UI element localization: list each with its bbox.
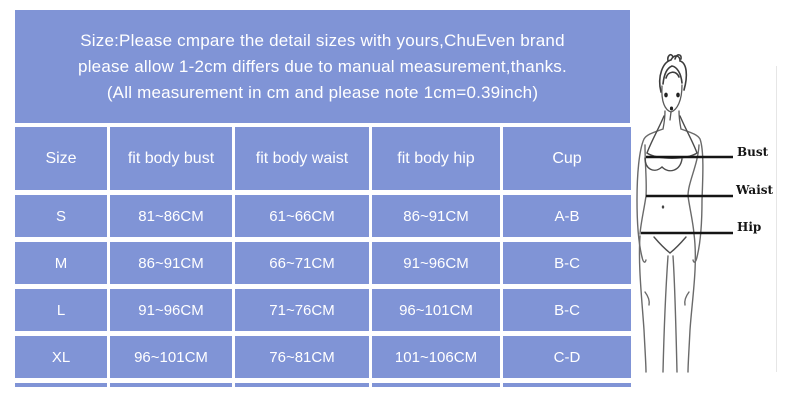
- size-note-panel: Size:Please cmpare the detail sizes with…: [15, 10, 630, 123]
- table-cell-hip-xl: 101~106CM: [372, 336, 500, 378]
- column-header-bust: fit body bust: [110, 127, 232, 190]
- table-cell-cropped: [110, 383, 232, 387]
- table-cell-cropped: [15, 383, 107, 387]
- table-cell-cropped: [372, 383, 500, 387]
- table-cell-bust-m: 86~91CM: [110, 242, 232, 284]
- column-header-cup: Cup: [503, 127, 631, 190]
- table-cell-hip-l: 96~101CM: [372, 289, 500, 331]
- bust-label: Bust: [737, 145, 769, 159]
- table-cell-cropped: [503, 383, 631, 387]
- table-cell-waist-s: 61~66CM: [235, 195, 369, 237]
- table-cell-cup-xl: C-D: [503, 336, 631, 378]
- table-cell-cup-m: B-C: [503, 242, 631, 284]
- table-cell-bust-xl: 96~101CM: [110, 336, 232, 378]
- column-header-hip: fit body hip: [372, 127, 500, 190]
- waist-label: Waist: [736, 183, 774, 197]
- table-cell-cropped: [235, 383, 369, 387]
- table-cell-hip-s: 86~91CM: [372, 195, 500, 237]
- woman-sketch-illustration: [636, 53, 733, 373]
- table-cell-cup-l: B-C: [503, 289, 631, 331]
- table-cell-size-m: M: [15, 242, 107, 284]
- size-table: Size fit body bust fit body waist fit bo…: [15, 127, 631, 387]
- note-line-1: Size:Please cmpare the detail sizes with…: [80, 30, 565, 50]
- note-line-2: please allow 1-2cm differs due to manual…: [78, 56, 567, 76]
- table-cell-size-l: L: [15, 289, 107, 331]
- hip-label: Hip: [737, 220, 762, 234]
- body-measure-figure: Bust Waist Hip: [628, 40, 790, 390]
- table-cell-size-s: S: [15, 195, 107, 237]
- note-line-3: (All measurement in cm and please note 1…: [106, 82, 539, 102]
- column-header-size: Size: [15, 127, 107, 190]
- table-cell-size-xl: XL: [15, 336, 107, 378]
- table-cell-cup-s: A-B: [503, 195, 631, 237]
- table-cell-waist-xl: 76~81CM: [235, 336, 369, 378]
- table-cell-bust-l: 91~96CM: [110, 289, 232, 331]
- figure-edge-line: [776, 66, 777, 372]
- table-cell-waist-l: 71~76CM: [235, 289, 369, 331]
- table-cell-bust-s: 81~86CM: [110, 195, 232, 237]
- column-header-waist: fit body waist: [235, 127, 369, 190]
- table-cell-hip-m: 91~96CM: [372, 242, 500, 284]
- table-cell-waist-m: 66~71CM: [235, 242, 369, 284]
